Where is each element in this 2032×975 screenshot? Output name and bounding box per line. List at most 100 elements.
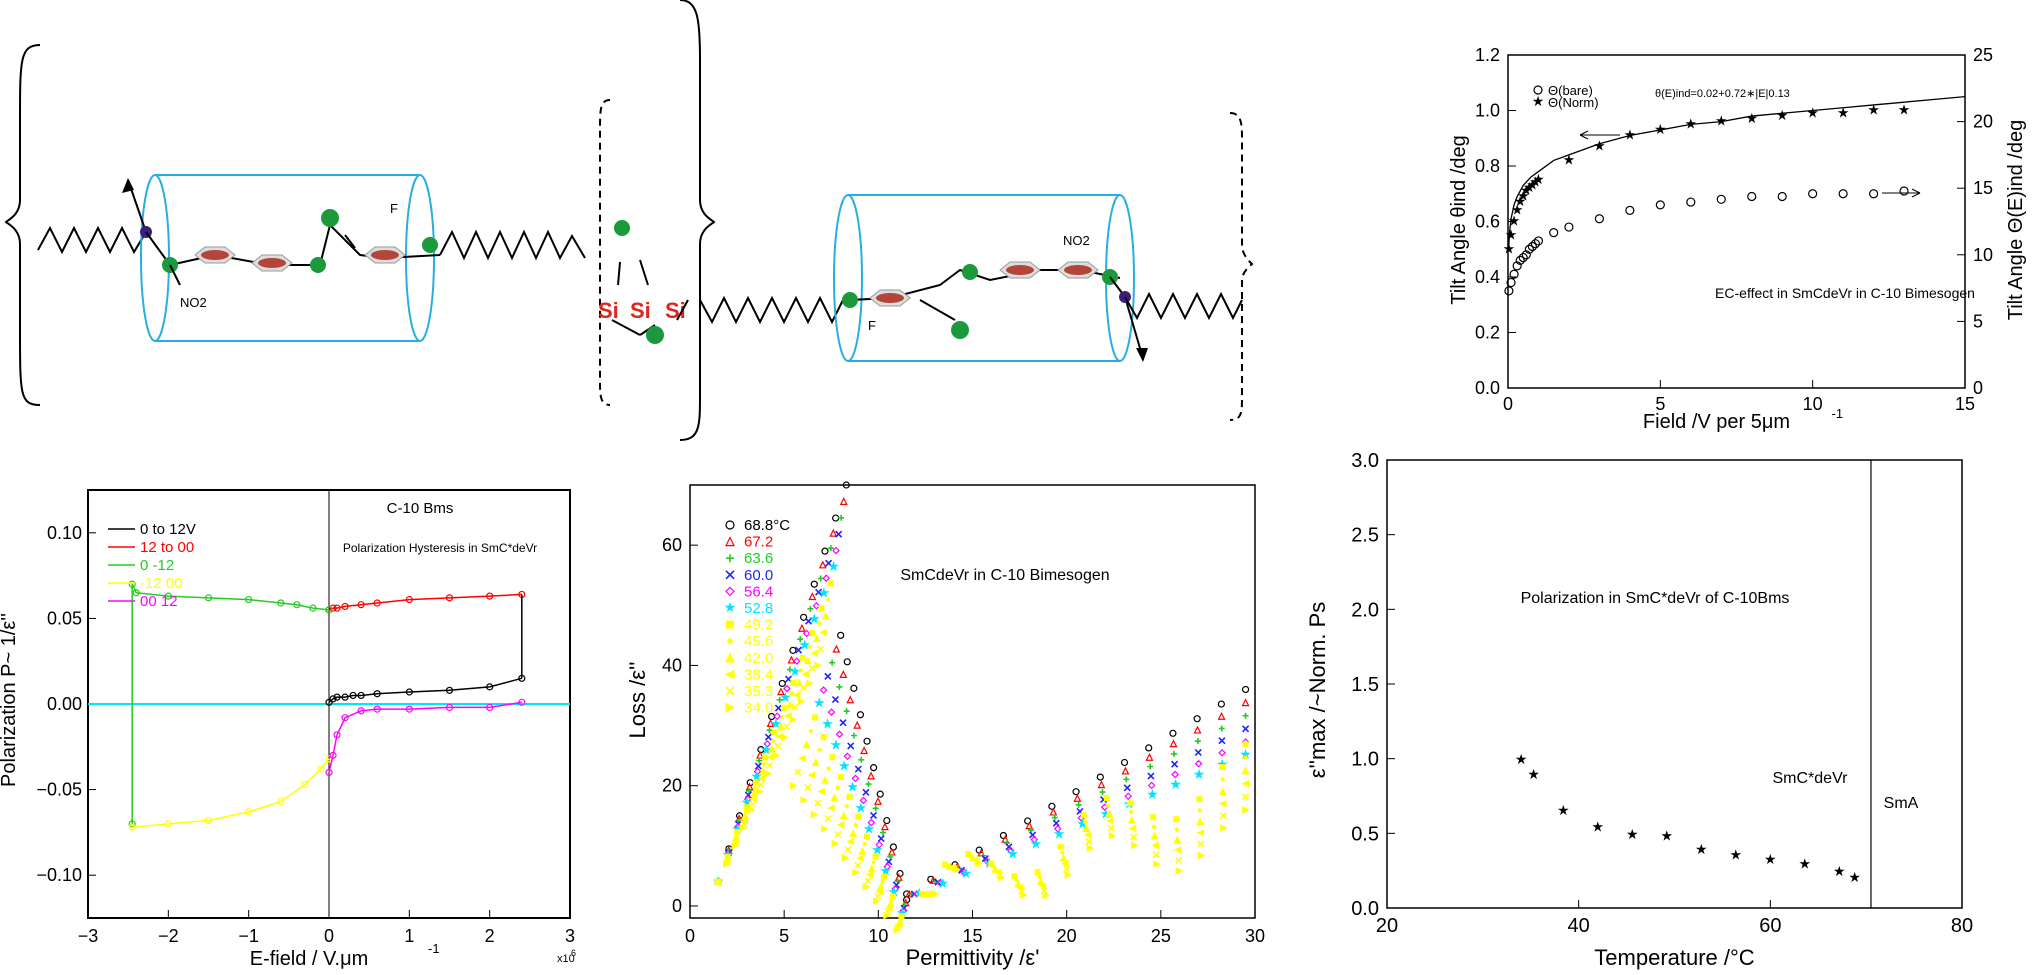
data-point: [1777, 191, 1787, 202]
data-point: [913, 890, 921, 898]
y2-tick-label: 25: [1973, 45, 1993, 65]
data-point: [860, 746, 869, 755]
data-point: [839, 811, 848, 820]
data-point: [780, 704, 787, 711]
data-point: [1564, 222, 1574, 232]
data-point: [871, 860, 876, 865]
data-point: [826, 597, 831, 602]
data-point: [831, 695, 840, 704]
data-point: ★: [779, 690, 792, 706]
data-point: [1173, 846, 1182, 854]
legend-label: 60.0: [744, 567, 773, 584]
data-point: [794, 646, 803, 654]
y-axis-label: Loss /ε'': [625, 662, 650, 739]
data-point: [745, 787, 752, 794]
legend-label: 63.6: [744, 550, 773, 567]
data-point: [812, 601, 821, 610]
data-point: [965, 851, 972, 858]
data-point: [1150, 814, 1157, 821]
y-tick-label: 0.00: [47, 694, 82, 714]
data-point: [1655, 200, 1665, 210]
data-point: [817, 621, 822, 626]
x-axis-label: E-field / V.μm: [250, 948, 369, 970]
data-point: [1747, 191, 1757, 202]
data-point: [1686, 197, 1696, 207]
data-point: [1124, 792, 1133, 801]
data-point: [1147, 763, 1154, 770]
data-point: [486, 592, 494, 600]
data-point: [333, 604, 341, 612]
data-point: [1220, 777, 1225, 782]
panel-title: C-10 Bms: [387, 500, 454, 517]
data-point: [808, 728, 813, 734]
data-point: [1241, 698, 1250, 707]
data-point: [846, 837, 855, 846]
data-point: [856, 854, 864, 862]
node: [310, 257, 326, 273]
data-point: [789, 646, 797, 654]
legend-label: 35.3: [744, 683, 773, 700]
x-tick-label: 15: [1955, 394, 1975, 414]
data-point: [748, 800, 756, 808]
data-point: [802, 740, 811, 749]
data-point: ★: [827, 559, 840, 575]
data-point: [790, 679, 797, 686]
data-point: [749, 795, 757, 803]
y-tick-label: 0.4: [1475, 267, 1500, 287]
y-axis-label: ε''max /~Norm. Ps: [1305, 602, 1330, 779]
data-point: [847, 742, 855, 750]
y-tick-label: 2.5: [1351, 525, 1379, 547]
phase-label-sma: SmA: [1884, 795, 1919, 812]
data-point: [1171, 750, 1178, 757]
data-point: [771, 729, 778, 736]
data-point: [1123, 776, 1130, 783]
data-point: [1131, 841, 1139, 850]
series-line: [132, 758, 330, 829]
data-point: [1082, 819, 1088, 824]
data-point: ★: [789, 664, 802, 680]
legend-label: 42.0: [744, 650, 773, 667]
data-point: [867, 818, 876, 827]
data-point: ★: [1695, 842, 1708, 858]
data-point: [802, 629, 811, 638]
data-point: [771, 738, 776, 743]
data-point: [918, 890, 925, 897]
data-point: [874, 892, 882, 900]
data-point: [808, 592, 817, 601]
data-point: [333, 693, 341, 701]
x-tick-label: 5: [779, 926, 789, 946]
data-point: [1242, 741, 1249, 748]
data-point: [800, 613, 808, 621]
molecule-diagram: NO2 F Si Si Si: [4, 0, 1254, 441]
data-point: [1193, 725, 1202, 734]
data-point: [1594, 214, 1605, 224]
data-point: [1145, 752, 1154, 761]
data-point: [1108, 831, 1117, 840]
node: [422, 237, 438, 253]
data-point: [852, 868, 860, 877]
data-point: [277, 599, 285, 607]
annotation: SmCdeVr in C-10 Bimesogen: [900, 567, 1109, 584]
data-point: ★: [1867, 103, 1880, 119]
y-tick-label: 0.05: [47, 608, 82, 628]
data-point: [1808, 189, 1818, 199]
data-point: [128, 580, 136, 588]
y-axis-label: Polarization P~ 1/ε'': [0, 613, 20, 787]
x-tick-label: 2: [485, 926, 495, 946]
data-point: [862, 788, 870, 796]
y2-tick-label: 15: [1973, 178, 1993, 198]
data-point: [768, 744, 776, 753]
y-tick-label: 0: [672, 896, 682, 916]
data-point: [851, 774, 860, 783]
data-point: [1899, 186, 1909, 196]
data-point: [734, 829, 741, 836]
data-point: [929, 875, 938, 884]
data-point: [341, 693, 349, 701]
data-point: [764, 733, 772, 741]
data-point: [757, 781, 765, 789]
x-tick-label: 0: [1503, 394, 1513, 414]
y2-tick-label: 0: [1973, 378, 1983, 398]
data-point: ★: [863, 822, 876, 838]
node: [614, 220, 630, 236]
si-bracket-left: [599, 99, 611, 406]
